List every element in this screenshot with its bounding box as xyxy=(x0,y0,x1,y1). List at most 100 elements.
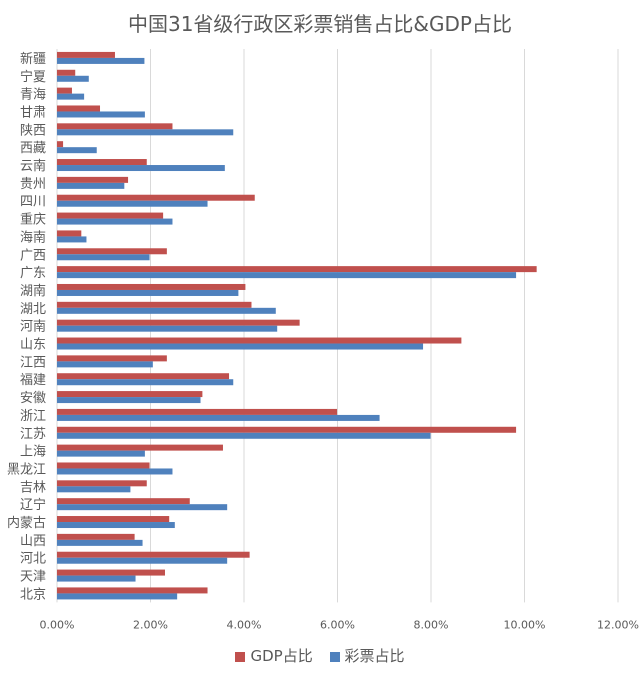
category-label: 河北 xyxy=(20,552,46,567)
bar-gdp xyxy=(57,408,338,415)
x-tick-label: 0.00% xyxy=(40,618,75,631)
x-tick-label: 12.00% xyxy=(597,618,639,631)
category-label: 上海 xyxy=(20,445,46,460)
bar-gdp xyxy=(57,391,203,398)
legend-swatch-gdp xyxy=(235,651,246,662)
bar-lottery xyxy=(57,200,208,207)
category-label: 内蒙古 xyxy=(7,515,46,531)
bar-lottery xyxy=(57,522,175,529)
bar-gdp xyxy=(57,462,150,469)
bar-lottery xyxy=(57,129,234,136)
bar-gdp xyxy=(57,444,223,451)
bar-gdp xyxy=(57,248,167,255)
bar-gdp xyxy=(57,480,147,487)
bar-gdp xyxy=(57,498,190,505)
chart-title: 中国31省级行政区彩票销售占比&GDP占比 xyxy=(127,12,512,36)
bar-lottery xyxy=(57,557,228,564)
category-label: 天津 xyxy=(20,570,46,585)
bar-lottery xyxy=(57,75,89,82)
bar-lottery xyxy=(57,325,278,332)
category-label: 青海 xyxy=(20,88,46,103)
category-label: 陕西 xyxy=(20,123,46,138)
bar-gdp xyxy=(57,283,246,290)
bar-gdp xyxy=(57,301,252,308)
x-tick-label: 10.00% xyxy=(504,618,546,631)
category-label: 广东 xyxy=(20,266,46,281)
category-label: 吉林 xyxy=(20,480,46,495)
bar-lottery xyxy=(57,165,225,172)
x-tick-label: 4.00% xyxy=(227,618,262,631)
bar-gdp xyxy=(57,337,462,344)
bar-gdp xyxy=(57,230,82,237)
category-label: 海南 xyxy=(20,229,46,245)
bar-lottery xyxy=(57,450,145,457)
bar-lottery xyxy=(57,57,145,64)
bar-lottery xyxy=(57,182,125,189)
category-label: 四川 xyxy=(20,195,46,210)
bar-gdp xyxy=(57,319,300,326)
bar-lottery xyxy=(57,379,234,386)
bar-lottery xyxy=(57,539,143,546)
bar-lottery xyxy=(57,218,173,225)
bar-gdp xyxy=(57,516,170,523)
bar-gdp xyxy=(57,569,165,576)
bar-gdp xyxy=(57,355,167,362)
bar-gdp xyxy=(57,194,255,201)
bar-lottery xyxy=(57,272,517,279)
bar-lottery xyxy=(57,361,153,368)
bar-lottery xyxy=(57,111,145,118)
bar-gdp xyxy=(57,212,164,219)
legend-label-lottery: 彩票占比 xyxy=(344,647,405,665)
bar-lottery xyxy=(57,343,424,350)
bar-lottery xyxy=(57,414,380,421)
category-label: 湖南 xyxy=(20,283,46,299)
legend-label-gdp: GDP占比 xyxy=(250,647,313,665)
bar-gdp xyxy=(57,123,173,130)
legend-swatch-lottery xyxy=(329,651,340,662)
category-label: 新疆 xyxy=(20,51,46,67)
bar-gdp xyxy=(57,426,517,433)
x-tick-label: 8.00% xyxy=(414,618,449,631)
legend: GDP占比 彩票占比 xyxy=(0,645,640,666)
bar-lottery xyxy=(57,468,173,475)
category-label: 福建 xyxy=(20,373,46,388)
bar-gdp xyxy=(57,69,76,76)
bar-lottery xyxy=(57,397,201,404)
bar-gdp xyxy=(57,266,537,273)
category-label: 西藏 xyxy=(20,141,46,156)
category-label: 云南 xyxy=(20,158,46,174)
bar-lottery xyxy=(57,575,136,582)
bar-lottery xyxy=(57,289,239,296)
category-label: 黑龙江 xyxy=(7,462,46,477)
bar-gdp xyxy=(57,141,64,148)
category-label: 河南 xyxy=(20,319,46,335)
legend-item-lottery: 彩票占比 xyxy=(329,647,405,665)
x-tick-label: 2.00% xyxy=(133,618,168,631)
category-label: 江苏 xyxy=(20,426,46,442)
category-label: 甘肃 xyxy=(20,105,46,120)
category-label: 江西 xyxy=(20,355,46,370)
bar-gdp xyxy=(57,105,101,112)
bar-gdp xyxy=(57,87,72,94)
category-label: 山西 xyxy=(20,534,46,549)
bar-lottery xyxy=(57,504,228,511)
category-label: 安徽 xyxy=(20,391,46,406)
legend-item-gdp: GDP占比 xyxy=(235,647,313,665)
x-tick-label: 6.00% xyxy=(320,618,355,631)
category-label: 辽宁 xyxy=(20,497,46,513)
category-label: 贵州 xyxy=(20,177,46,192)
bar-gdp xyxy=(57,176,129,183)
bar-lottery xyxy=(57,432,431,439)
bar-lottery xyxy=(57,93,85,100)
bar-gdp xyxy=(57,587,208,594)
bar-gdp xyxy=(57,159,147,166)
bar-gdp xyxy=(57,51,115,58)
category-label: 北京 xyxy=(20,587,46,602)
category-label: 湖北 xyxy=(20,302,46,317)
bar-lottery xyxy=(57,593,178,600)
bar-lottery xyxy=(57,236,87,243)
bar-gdp xyxy=(57,533,135,540)
bar-lottery xyxy=(57,307,276,314)
category-label: 广西 xyxy=(20,248,46,263)
